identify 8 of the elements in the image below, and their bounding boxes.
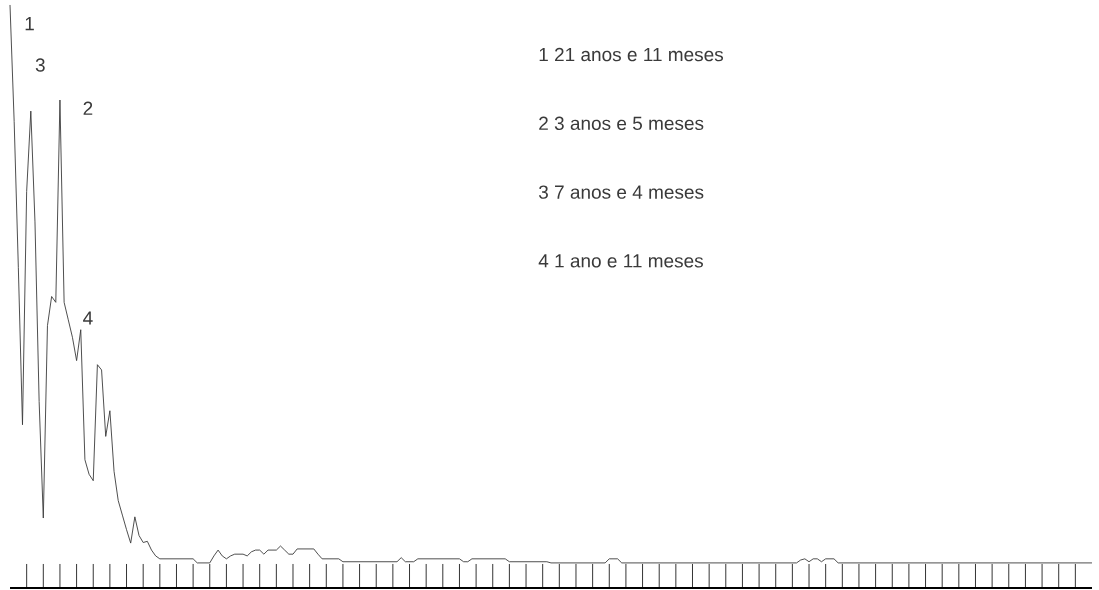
annotation: 4 1 ano e 11 meses <box>538 254 703 268</box>
annotation: 3 <box>35 58 45 72</box>
annotation: 1 <box>25 17 34 31</box>
annotation: 3 7 anos e 4 meses <box>538 185 704 199</box>
annotation: 1 21 anos e 11 meses <box>539 47 724 62</box>
annotation: 4 <box>83 311 93 325</box>
annotation: 2 <box>83 101 93 115</box>
annotation: 2 3 anos e 5 meses <box>539 116 704 131</box>
